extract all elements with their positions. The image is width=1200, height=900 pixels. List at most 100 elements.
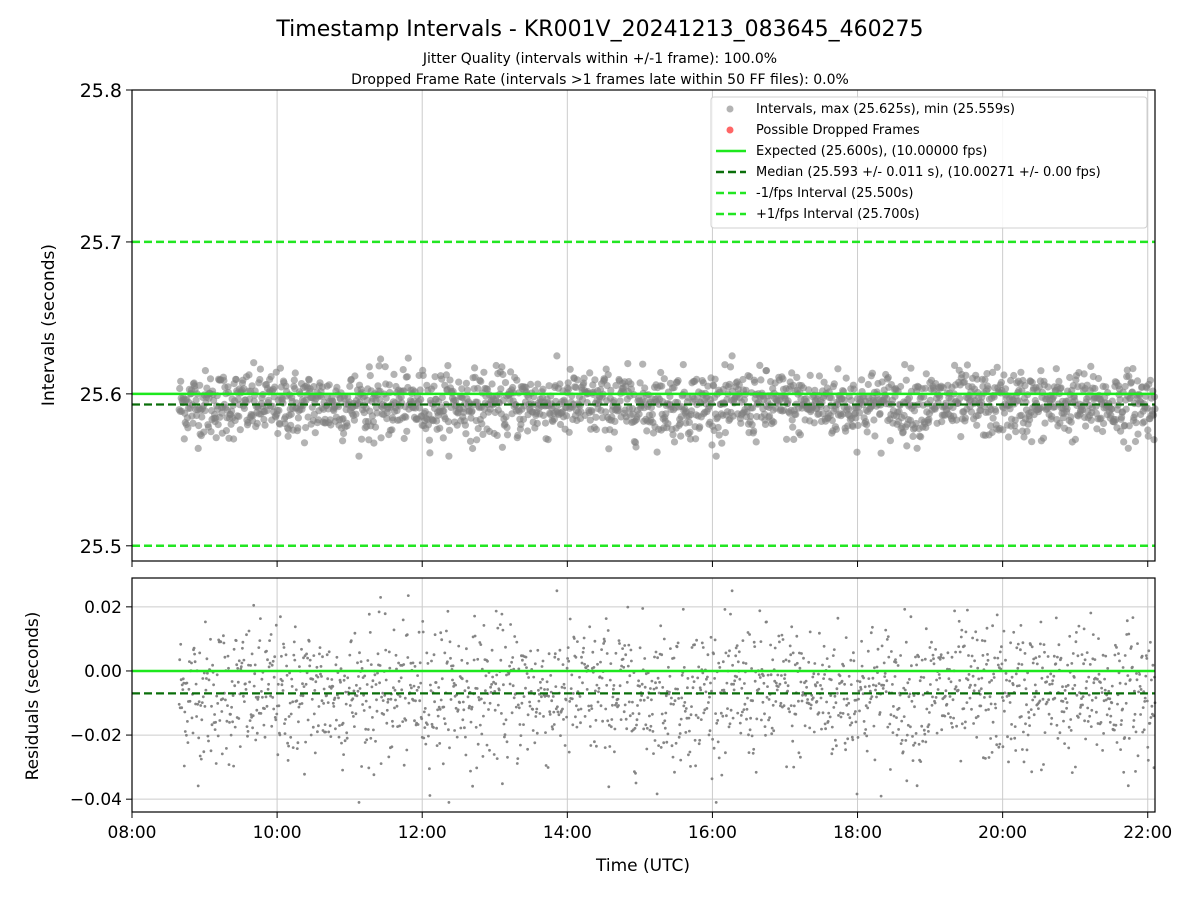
interval-point — [260, 415, 268, 424]
residual-point — [272, 675, 276, 679]
residual-point — [912, 743, 915, 747]
residual-point — [303, 772, 306, 776]
residual-point — [547, 694, 550, 698]
residual-point — [348, 704, 352, 707]
residual-point — [539, 686, 543, 690]
interval-point — [177, 377, 185, 385]
residual-point — [311, 725, 315, 729]
residual-point — [723, 608, 727, 611]
residual-point — [502, 683, 505, 687]
residual-point — [393, 688, 397, 692]
residual-point — [686, 686, 689, 690]
residual-point — [496, 703, 500, 707]
residual-point — [1133, 712, 1137, 716]
residual-point — [434, 681, 438, 684]
residual-point — [858, 709, 861, 713]
residual-point — [994, 706, 998, 710]
residual-point — [391, 724, 395, 728]
residual-point — [741, 710, 744, 714]
residual-point — [896, 664, 900, 667]
residual-point — [548, 710, 552, 714]
residual-point — [602, 642, 605, 645]
residual-point — [482, 624, 486, 627]
interval-point — [726, 363, 735, 371]
residual-point — [498, 623, 502, 626]
residual-point — [749, 716, 752, 720]
interval-point — [214, 421, 222, 429]
interval-point — [877, 449, 885, 457]
residual-point — [1041, 666, 1044, 670]
residual-point — [704, 690, 708, 694]
residual-point — [812, 672, 816, 676]
residual-point — [771, 658, 775, 662]
interval-point — [201, 367, 209, 375]
residual-point — [1056, 737, 1060, 740]
interval-point — [462, 379, 470, 387]
interval-point — [220, 377, 228, 385]
residual-point — [446, 609, 450, 613]
residual-point — [600, 676, 604, 680]
interval-point — [1108, 397, 1116, 405]
residual-point — [783, 677, 786, 680]
residual-point — [553, 655, 557, 659]
interval-point — [963, 361, 972, 369]
residual-point — [778, 640, 781, 644]
residual-point — [1121, 707, 1124, 711]
residual-point — [203, 705, 207, 708]
residual-point — [861, 692, 865, 696]
residual-point — [1121, 666, 1125, 669]
interval-point — [200, 428, 208, 436]
residual-point — [582, 636, 586, 640]
residual-point — [384, 678, 388, 682]
interval-point — [1011, 416, 1019, 424]
residual-point — [751, 751, 755, 755]
residual-point — [564, 698, 568, 702]
residual-point — [690, 705, 693, 708]
interval-point — [586, 416, 594, 424]
interval-point — [592, 425, 601, 434]
residual-point — [590, 707, 594, 710]
residual-point — [511, 656, 515, 659]
residual-point — [222, 641, 226, 645]
residual-point — [883, 672, 887, 675]
interval-point — [852, 414, 860, 422]
interval-point — [346, 382, 354, 390]
residual-point — [393, 706, 396, 710]
residual-point — [748, 633, 751, 636]
residual-point — [597, 686, 601, 690]
interval-point — [194, 444, 202, 452]
interval-point — [602, 408, 610, 416]
residual-point — [557, 657, 560, 661]
residual-point — [216, 702, 220, 705]
x-tick-label: 20:00 — [978, 823, 1027, 843]
interval-point — [198, 413, 206, 421]
residual-point — [423, 707, 427, 710]
residual-point — [719, 711, 723, 715]
residual-point — [923, 732, 927, 736]
residual-point — [215, 673, 219, 677]
residual-point — [671, 755, 675, 759]
residual-point — [1091, 657, 1095, 661]
residual-point — [607, 723, 611, 727]
residual-point — [689, 765, 692, 768]
interval-point — [438, 375, 446, 383]
residual-point — [1049, 672, 1053, 676]
residual-point — [1032, 657, 1036, 661]
residual-point — [625, 727, 629, 731]
residual-point — [675, 645, 679, 649]
residual-point — [553, 652, 557, 656]
residual-point — [991, 624, 994, 628]
residual-point — [601, 719, 604, 723]
residual-point — [989, 702, 993, 706]
residual-point — [720, 773, 724, 777]
residual-point — [1097, 637, 1100, 640]
residual-point — [1074, 640, 1078, 644]
residual-point — [922, 728, 926, 732]
residual-point — [1124, 682, 1128, 686]
residual-point — [386, 698, 390, 701]
residual-point — [655, 792, 659, 796]
residual-point — [193, 660, 197, 664]
residual-point — [439, 631, 443, 635]
residual-point — [856, 679, 859, 683]
residual-point — [323, 723, 327, 726]
